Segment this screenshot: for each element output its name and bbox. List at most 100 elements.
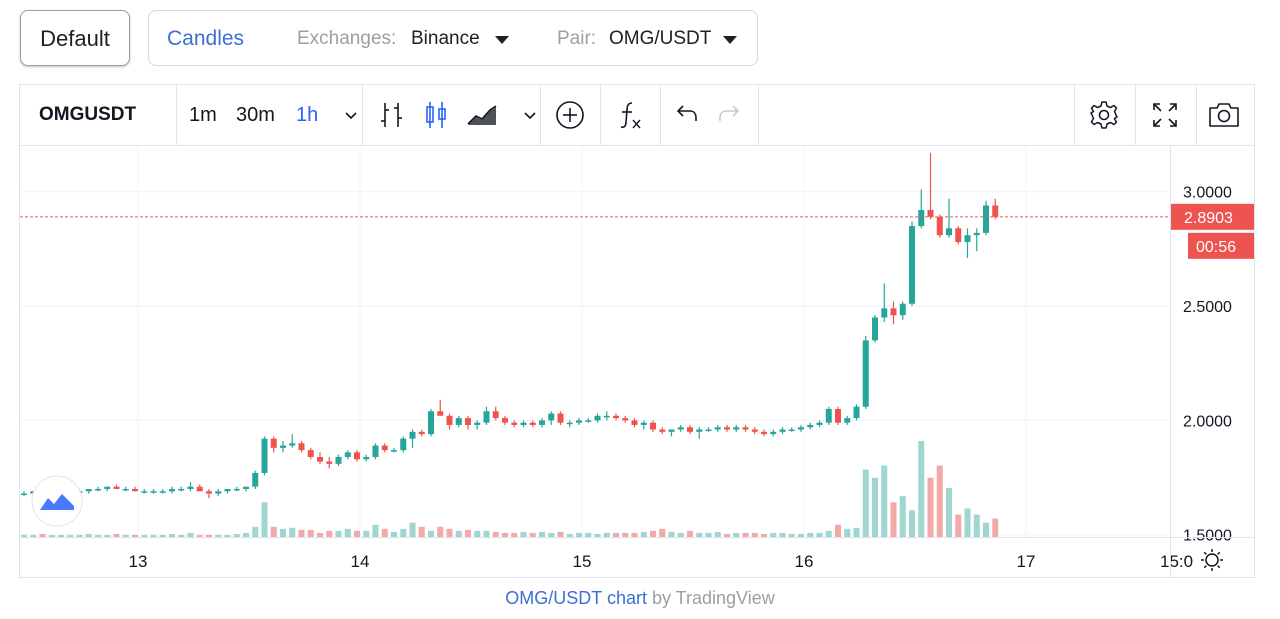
price-tick-label: 1.5000 [1183,528,1232,545]
area-chart-icon[interactable] [464,97,500,133]
interval-1m[interactable]: 1m [189,104,217,126]
candle-body [261,438,268,473]
candle-body [511,422,518,425]
countdown-label: 00:56 [1196,239,1236,256]
volume-bar [927,477,934,537]
candle-body [798,427,804,430]
bar-chart-icon[interactable] [373,97,409,133]
volume-bar [363,530,370,537]
sun-gear-icon [1205,553,1219,567]
price-chart[interactable]: 3.0000 2.5000 2.0000 1.5000 2.8903 00:56 13 14 1… [20,146,1254,578]
toolbar-divider [600,85,601,145]
candle-body [354,452,360,460]
toolbar-divider [176,85,177,145]
redo-icon[interactable] [712,97,748,133]
volume-bar [862,469,869,537]
candle-body [890,308,897,316]
add-indicator-icon[interactable] [552,97,588,133]
volume-bar [298,529,305,537]
fullscreen-icon[interactable] [1147,97,1183,133]
undo-icon[interactable] [668,97,704,133]
candle-body [696,429,703,432]
chart-link[interactable]: OMG/USDT chart [505,588,647,608]
price-axis-border [1170,146,1171,578]
volume-bar [872,477,878,537]
symbol-label[interactable]: OMGUSDT [39,104,137,125]
candles-icon[interactable] [418,97,454,133]
charttype-chevron-down-icon[interactable] [512,97,548,133]
interval-30m[interactable]: 30m [236,104,275,126]
candle-body [95,488,101,491]
candle-body [243,486,249,489]
fx-icon[interactable] [612,97,648,133]
interval-chevron-down-icon[interactable] [333,97,369,133]
volume-bar [206,534,212,537]
attribution: OMG/USDT chart by TradingView [0,588,1280,609]
volume-bar [270,526,277,537]
interval-1h[interactable]: 1h [296,104,319,126]
candle-body [779,429,786,432]
default-button[interactable]: Default [20,10,130,66]
candle-body [381,445,388,451]
volume-bar [409,522,416,537]
sun-gear-ray [1203,551,1207,555]
volume-bar [150,534,157,537]
candles-tab[interactable]: Candles [167,27,245,50]
candle-body [705,429,712,432]
candle-body [825,408,832,423]
exchange-chevron-down-icon[interactable] [495,36,509,44]
volume-bar [261,502,268,537]
candle-body [270,438,277,448]
volume-bar [122,534,129,537]
candle-body [206,491,212,494]
volume-bar [548,532,555,537]
candle-body [455,418,462,425]
volume-bar [770,532,777,537]
chart-widget: OMGUSDT 1m 30m 1h [19,84,1255,578]
volume-bar [983,522,989,537]
volume-bar [557,531,564,537]
pair-label: Pair: [557,28,597,49]
sun-gear-ray [1217,551,1221,555]
volume-bar [650,530,656,537]
volume-bar [668,531,675,537]
volume-bar [39,533,46,537]
candle-body [520,422,527,425]
volume-bar [881,465,888,537]
candle-body [122,488,129,491]
candle-body [529,422,536,425]
settings-icon[interactable] [1086,97,1122,133]
exchange-select[interactable]: Binance [411,28,480,49]
candle-body [187,486,194,489]
volume-bar [437,526,444,537]
candle-body [788,429,795,432]
candle-body [659,429,666,432]
last-price-label: 2.8903 [1184,210,1233,227]
volume-bar [724,533,730,537]
toolbar-divider [758,85,759,145]
volume-bar [307,529,314,537]
volume-bar [483,530,490,537]
volume-bar [529,532,536,537]
candle-body [539,420,545,425]
candle-body [751,429,758,432]
last-price-tag [1170,203,1254,230]
volume-bar [233,533,240,537]
candle-body [918,210,925,227]
candle-body [446,415,453,425]
volume-bar [418,526,425,537]
toolbar-divider [1135,85,1136,145]
candle-body [21,493,27,496]
candle-body [335,456,342,464]
candle-body [899,303,906,316]
candle-body [196,486,203,492]
candle-body [835,408,841,423]
candle-body [557,413,564,423]
pair-select[interactable]: OMG/USDT [609,28,712,49]
camera-icon[interactable] [1206,97,1242,133]
volume-bar [335,530,342,537]
volume-bar [890,502,897,537]
pair-chevron-down-icon[interactable] [723,36,737,44]
candle-body [141,491,148,493]
candle-body [881,308,888,318]
